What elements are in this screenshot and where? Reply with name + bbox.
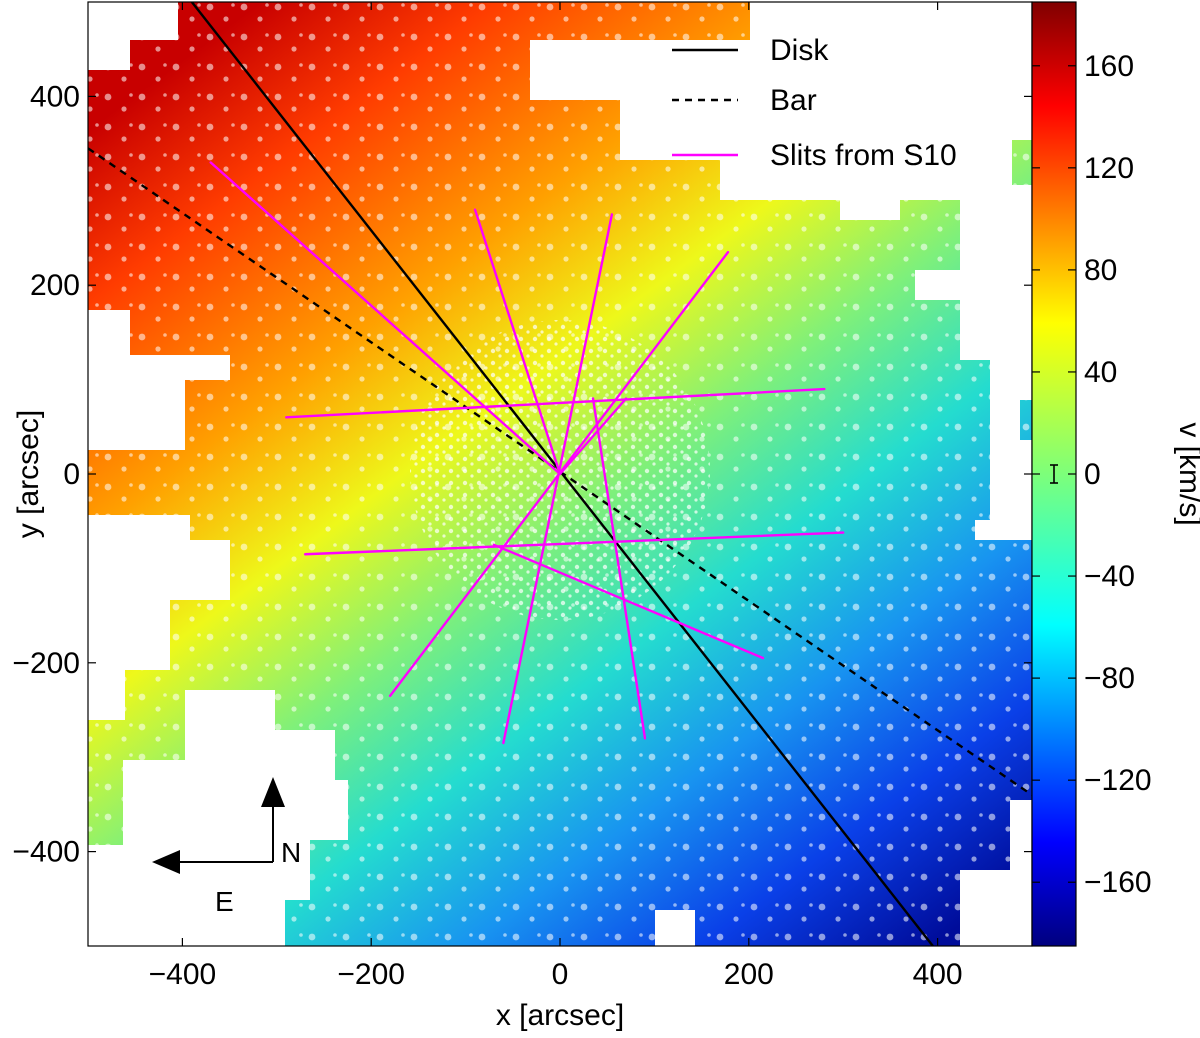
slit-line (285, 387, 826, 419)
compass-east-arrowhead (152, 850, 180, 874)
slit-line (473, 208, 562, 476)
colorbar-ticks: −160 −120 −80 −40 0 40 80 120 160 (1032, 50, 1152, 899)
x-axis-label: x [arcsec] (496, 999, 624, 1032)
compass-east-label: E (215, 886, 234, 917)
colorbar-label: v [km/s] (1173, 422, 1200, 525)
y-axis-label: y [arcsec] (12, 410, 45, 538)
x-tick-label: −400 (149, 958, 217, 991)
y-tick-label: 400 (30, 80, 80, 113)
y-axis: −400 −200 0 200 400 (12, 80, 1032, 869)
y-tick-label: −400 (12, 836, 80, 869)
x-tick-label: 0 (552, 958, 569, 991)
compass-north-arrowhead (261, 777, 285, 807)
slit-line (209, 161, 562, 476)
y-tick-label: −200 (12, 647, 80, 680)
legend-label-slits: Slits from S10 (770, 139, 957, 172)
slit-line (303, 531, 845, 556)
x-tick-label: −200 (337, 958, 405, 991)
colorbar-tick-label: −120 (1084, 764, 1152, 797)
x-tick-label: 200 (724, 958, 774, 991)
colorbar-tick-label: 120 (1084, 152, 1134, 185)
colorbar-tick-label: −80 (1084, 662, 1135, 695)
colorbar-tick-label: 160 (1084, 50, 1134, 83)
compass: N E (152, 777, 301, 917)
legend-label-bar: Bar (770, 84, 817, 117)
colorbar-tick-label: −40 (1084, 560, 1135, 593)
colorbar-tick-label: 0 (1084, 458, 1101, 491)
y-tick-label: 0 (63, 458, 80, 491)
colorbar: −160 −120 −80 −40 0 40 80 120 160 v [km/s] (1031, 1, 1200, 947)
slit-line (591, 397, 647, 740)
legend-label-disk: Disk (770, 34, 829, 67)
slits-layer (209, 161, 845, 745)
colorbar-tick-label: −160 (1084, 866, 1152, 899)
colorbar-tick-label: 40 (1084, 356, 1117, 389)
y-tick-label: 200 (30, 269, 80, 302)
slit-line (558, 397, 628, 476)
compass-north-label: N (281, 837, 301, 868)
compass-east-label-bg (210, 884, 240, 916)
x-axis: −400 −200 0 200 400 (149, 2, 963, 991)
slit-line (492, 543, 765, 660)
x-tick-label: 400 (913, 958, 963, 991)
colorbar-error-marker (1050, 464, 1058, 484)
colorbar-tick-label: 80 (1084, 254, 1117, 287)
slit-line (502, 213, 614, 745)
legend: Disk Bar Slits from S10 (672, 34, 957, 172)
